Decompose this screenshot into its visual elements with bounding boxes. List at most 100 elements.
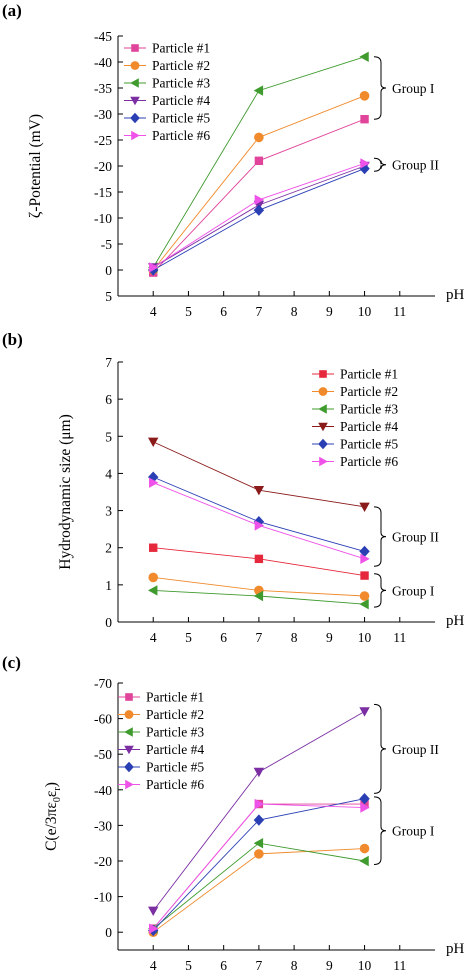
x-tick-label: 4 xyxy=(150,958,157,973)
y-tick-label: 5 xyxy=(105,429,112,444)
x-tick-label: 4 xyxy=(150,630,157,645)
data-point xyxy=(359,793,370,805)
x-tick-label: 5 xyxy=(185,958,192,973)
data-point xyxy=(360,158,370,169)
data-point xyxy=(359,545,370,558)
legend-label: Particle #6 xyxy=(340,454,398,469)
legend-marker xyxy=(125,779,134,790)
legend-label: Particle #6 xyxy=(152,128,210,143)
y-tick-label: -45 xyxy=(94,29,112,44)
data-point xyxy=(359,91,370,101)
y-tick-label: -20 xyxy=(94,159,112,174)
chart-panel-3: (c) -70 -60 -50 -40 -30 -20 -10 0 4 5 6 7 8 9 10 11 pH C(e… xyxy=(2,653,465,973)
data-point xyxy=(254,554,264,564)
y-tick-label: 6 xyxy=(105,392,112,407)
data-point xyxy=(360,553,370,565)
series-line xyxy=(152,848,365,933)
legend-marker xyxy=(319,370,327,378)
legend-marker xyxy=(131,44,139,52)
x-tick-label: 11 xyxy=(393,958,406,973)
legend-label: Particle #5 xyxy=(152,111,210,126)
x-tick-label: 7 xyxy=(256,958,263,973)
data-point xyxy=(253,767,265,778)
x-tick-label: 10 xyxy=(358,304,372,319)
panel-label: (c) xyxy=(2,653,21,672)
data-point xyxy=(149,543,158,552)
y-tick-label: 2 xyxy=(105,541,112,556)
x-axis-label: pH xyxy=(446,941,465,957)
y-tick-label: -40 xyxy=(94,55,112,70)
chart-panel-1: (a) -45 -40 -35 -30 -25 -20 -15 -10 -5 0 5 4 5 6 7 8 9 10 1… xyxy=(2,1,465,319)
y-tick-label: -35 xyxy=(94,81,112,96)
y-tick-label: 0 xyxy=(105,263,112,278)
y-tick-label: -30 xyxy=(94,818,112,833)
x-tick-label: 5 xyxy=(185,630,192,645)
y-tick-label: -5 xyxy=(101,237,112,252)
data-point xyxy=(148,906,159,917)
data-point xyxy=(359,855,369,867)
data-point xyxy=(359,598,369,610)
group-label: Group I xyxy=(392,81,435,96)
y-tick-label: -10 xyxy=(94,211,112,226)
legend-marker xyxy=(130,61,140,70)
y-tick-label: 0 xyxy=(105,925,112,940)
legend-label: Particle #4 xyxy=(146,742,204,757)
group-label: Group II xyxy=(392,530,439,545)
panel-label: (a) xyxy=(2,1,22,20)
legend: Particle #1 Particle #2 Particle #3 Particl… xyxy=(124,41,210,143)
y-tick-label: 0 xyxy=(105,615,112,630)
group-annotation: Group II xyxy=(373,506,439,567)
data-point xyxy=(360,802,370,813)
x-tick-label: 10 xyxy=(358,630,372,645)
group-annotation: Group II xyxy=(373,703,439,794)
legend-label: Particle #1 xyxy=(340,367,398,382)
x-tick-label: 9 xyxy=(326,958,333,973)
data-point xyxy=(253,485,265,496)
data-point xyxy=(253,204,265,216)
legend-label: Particle #3 xyxy=(146,725,204,740)
data-point xyxy=(359,591,370,601)
x-tick-label: 8 xyxy=(291,958,298,973)
brace xyxy=(373,703,387,794)
y-tick-label: -50 xyxy=(94,747,112,762)
series-line xyxy=(153,168,365,271)
y-tick-label: -70 xyxy=(94,676,112,691)
legend-marker xyxy=(318,438,328,450)
legend-marker xyxy=(124,710,134,719)
legend-label: Particle #5 xyxy=(146,760,204,775)
data-point xyxy=(359,843,370,854)
x-tick-label: 5 xyxy=(185,304,192,319)
y-tick-label: -15 xyxy=(94,185,112,200)
x-tick-label: 11 xyxy=(393,630,406,645)
legend-label: Particle #3 xyxy=(340,402,398,417)
legend-marker xyxy=(124,745,134,755)
legend-label: Particle #2 xyxy=(146,707,204,722)
legend-label: Particle #1 xyxy=(146,690,204,705)
x-tick-label: 11 xyxy=(393,304,406,319)
series-2 xyxy=(148,843,370,937)
x-tick-label: 4 xyxy=(150,304,157,319)
x-tick-label: 9 xyxy=(326,630,333,645)
data-point xyxy=(149,923,159,934)
data-point xyxy=(359,502,370,513)
y-axis-label: Hydrodynamic size (μm) xyxy=(57,414,74,570)
series-5 xyxy=(148,793,370,937)
series-3 xyxy=(148,585,369,610)
series-6 xyxy=(149,798,370,934)
y-tick-label: -60 xyxy=(94,712,112,727)
legend-label: Particle #4 xyxy=(152,93,210,108)
data-point xyxy=(149,262,159,273)
y-axis-label: ζ-Potential (mV) xyxy=(27,114,44,218)
x-tick-label: 8 xyxy=(291,630,298,645)
x-tick-label: 8 xyxy=(291,304,298,319)
legend-label: Particle #1 xyxy=(152,41,210,56)
y-tick-label: 7 xyxy=(105,355,112,370)
legend-marker xyxy=(319,456,328,467)
series-5 xyxy=(148,162,370,276)
data-point xyxy=(253,516,265,528)
brace xyxy=(373,56,387,120)
legend: Particle #1 Particle #2 Particle #3 Particl… xyxy=(118,690,204,792)
series-6 xyxy=(149,477,370,565)
y-tick-label: -30 xyxy=(94,107,112,122)
